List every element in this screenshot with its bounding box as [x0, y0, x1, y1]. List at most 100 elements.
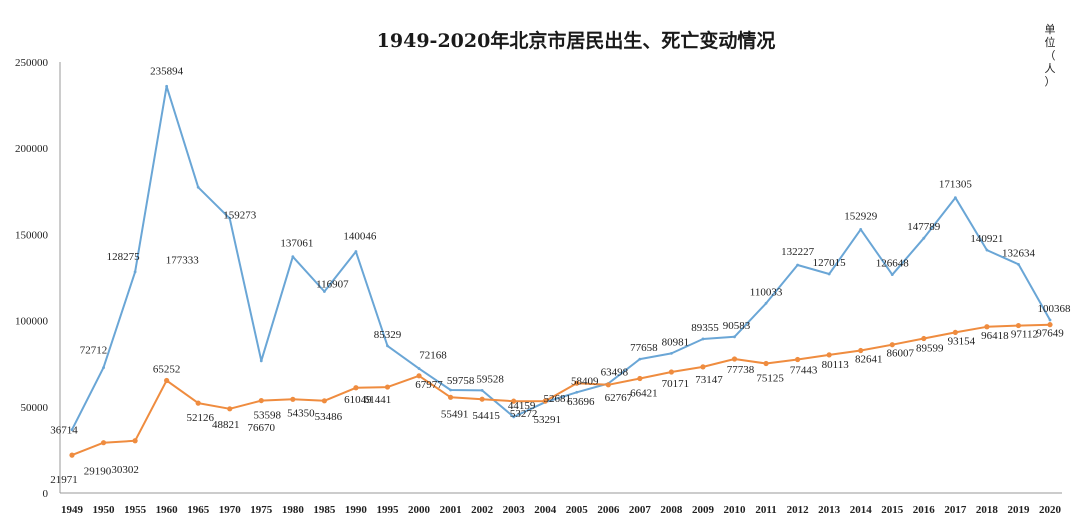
data-label: 73147: [695, 374, 723, 386]
data-label: 76670: [248, 422, 276, 434]
data-label: 58409: [571, 375, 599, 387]
data-label: 132634: [1002, 247, 1036, 259]
x-tick-label: 2004: [534, 504, 557, 516]
series-2-point: [69, 452, 75, 458]
series-1-point: [922, 236, 926, 240]
series-1-point: [985, 248, 989, 252]
series-2-point: [164, 377, 170, 384]
data-label: 72168: [419, 350, 447, 362]
unit-char: ）: [1045, 75, 1056, 88]
x-tick-label: 2019: [1007, 504, 1030, 516]
series-1-point: [764, 301, 768, 305]
x-tick-label: 2003: [503, 504, 526, 516]
data-label: 126648: [876, 258, 910, 270]
series-1-point: [228, 217, 232, 220]
series-1-point: [1017, 262, 1020, 266]
series-1-point: [102, 366, 105, 370]
data-label: 116907: [316, 278, 349, 290]
unit-char: 位: [1045, 35, 1056, 49]
data-label: 80113: [822, 359, 850, 371]
series-1-point: [638, 357, 642, 361]
x-tick-label: 2012: [787, 504, 810, 516]
x-tick-label: 1950: [93, 504, 116, 516]
x-tick-label: 2006: [597, 504, 620, 516]
series-2-point: [100, 440, 107, 446]
x-tick-label: 1949: [61, 504, 84, 516]
data-label: 77443: [790, 364, 818, 376]
series-1-point: [322, 290, 326, 293]
data-label: 72712: [80, 345, 108, 357]
data-label: 67977: [415, 379, 443, 391]
series-1-point: [165, 84, 169, 88]
series-2-point: [290, 396, 296, 402]
x-tick-label: 2018: [976, 504, 999, 516]
data-label: 128275: [107, 251, 141, 263]
x-tick-label: 2007: [629, 504, 652, 516]
data-label: 62767: [605, 392, 633, 404]
series-2-point: [1015, 322, 1022, 329]
series: [69, 84, 1053, 458]
data-label: 48821: [212, 419, 240, 431]
y-tick-label: 250000: [15, 57, 49, 69]
x-tick-label: 2010: [724, 504, 747, 516]
unit-char: 单: [1045, 23, 1056, 36]
y-tick-label: 150000: [15, 229, 49, 241]
data-label: 36714: [50, 425, 78, 437]
series-1-point: [670, 351, 673, 355]
data-label: 140046: [343, 231, 377, 243]
series-2-point: [321, 398, 327, 404]
x-tick-label: 1985: [313, 504, 336, 516]
series-2-point: [227, 406, 233, 412]
series-1-point: [1048, 318, 1052, 322]
data-label: 52126: [186, 412, 214, 424]
x-tick-label: 2014: [850, 504, 873, 516]
series-1-point: [417, 367, 421, 370]
data-label: 77658: [630, 342, 658, 354]
x-tick-label: 1975: [250, 504, 273, 516]
data-label: 53291: [533, 414, 561, 426]
series-1-point: [512, 415, 516, 419]
data-label: 235894: [150, 65, 184, 77]
series-2-point: [132, 438, 138, 444]
x-tick-label: 2020: [1039, 504, 1062, 516]
series-2-point: [511, 398, 517, 404]
series-2-point: [605, 382, 611, 388]
series-2-point: [479, 396, 485, 402]
series-2-point: [384, 384, 391, 390]
series-1-point: [259, 359, 263, 363]
data-label: 65252: [153, 364, 181, 376]
data-label: 63498: [601, 367, 629, 379]
series-2-point: [637, 375, 643, 382]
x-tick-label: 2002: [471, 504, 494, 516]
data-label: 110033: [750, 286, 783, 298]
series-2-point: [668, 369, 675, 375]
series-1-point: [859, 227, 863, 231]
data-label: 137061: [280, 238, 313, 250]
data-label: 53486: [315, 411, 343, 423]
series-1-point: [354, 250, 358, 253]
unit-label: 单位（人）: [1045, 23, 1056, 88]
y-tick-labels: 0 50000 100000 150000 200000 250000: [15, 57, 49, 500]
y-tick-label: 100000: [15, 316, 49, 328]
x-tick-label: 1960: [156, 504, 179, 516]
data-label: 82641: [855, 354, 883, 366]
data-label: 97649: [1036, 328, 1064, 340]
data-label: 93154: [948, 335, 976, 347]
data-label: 29190: [84, 466, 112, 478]
data-label: 177333: [166, 254, 200, 266]
series-1-point: [575, 390, 579, 394]
data-label: 59758: [447, 375, 475, 387]
data-label: 152929: [844, 210, 878, 222]
series-1-point: [480, 388, 484, 392]
series-1-point: [386, 344, 389, 348]
series-1-point: [196, 185, 200, 189]
x-tick-label: 2008: [660, 504, 683, 516]
data-label: 171305: [939, 179, 973, 191]
data-label: 140921: [970, 233, 1003, 245]
data-label: 147789: [907, 221, 941, 233]
series-2-point: [447, 394, 454, 400]
series-1-point: [291, 255, 295, 259]
data-label: 63696: [567, 396, 595, 408]
series-2-point: [921, 335, 927, 342]
